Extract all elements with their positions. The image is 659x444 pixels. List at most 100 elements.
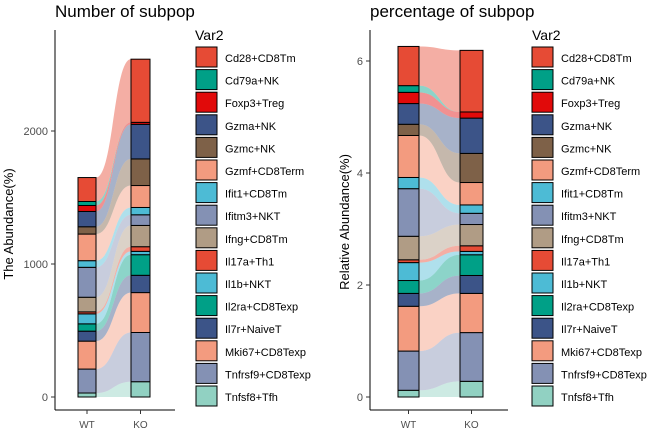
flow-ifit1-cd8tm: [96, 207, 131, 268]
legend-item-foxp3-treg: Foxp3+Treg: [531, 91, 620, 113]
chart-title: percentage of subpop: [370, 2, 534, 21]
y-tick-label: 1000: [24, 259, 48, 271]
legend-item-gzmc-nk: Gzmc+NK: [531, 136, 612, 158]
legend-item-il17a-th1: Il17a+Th1: [195, 249, 274, 271]
legend-item-mki67-cd8texp: Mki67+CD8Texp: [195, 340, 306, 362]
stratum-il17a-th1-ko: [130, 246, 151, 252]
strata: [77, 58, 151, 398]
legend-key-swatch: [195, 204, 218, 226]
legend-item-tnfrsf9-cd8texp: Tnfrsf9+CD8Texp: [531, 362, 647, 384]
flow-ifng-cd8tm: [96, 225, 131, 312]
legend-item-label: Ifitm3+NKT: [561, 211, 617, 223]
legend-item-ifng-cd8tm: Ifng+CD8Tm: [195, 227, 288, 249]
legend-item-label: Foxp3+Treg: [225, 98, 284, 110]
legend-item-il2ra-cd8texp: Il2ra+CD8Texp: [531, 295, 634, 317]
legend-key-swatch: [531, 69, 554, 91]
legend-item-gzma-nk: Gzma+NK: [195, 114, 277, 136]
x-tick-label: WT: [401, 420, 417, 431]
stratum-cd79a-nk-wt: [397, 85, 420, 93]
stratum-tnfrsf9-cd8texp-wt: [77, 368, 97, 394]
legend-key-swatch: [195, 295, 218, 317]
stratum-mki67-cd8texp-wt: [397, 305, 420, 352]
stratum-gzma-nk-wt: [77, 210, 97, 228]
stratum-foxp3-treg-wt: [77, 204, 97, 212]
legend-item-label: Tnfrsf9+CD8Texp: [561, 369, 647, 381]
flow-tnfrsf9-cd8texp: [419, 332, 460, 391]
stratum-tnfrsf9-cd8texp-ko: [130, 331, 151, 383]
flow-il1b-nkt: [419, 251, 460, 281]
stratum-ifit1-cd8tm-ko: [130, 206, 151, 216]
legend-item-il17a-th1: Il17a+Th1: [531, 249, 610, 271]
x-tick-label: KO: [464, 420, 479, 431]
stratum-gzmf-cd8term-wt: [77, 233, 97, 262]
stratum-cd28-cd8tm-ko: [130, 58, 151, 123]
legend-key-swatch: [195, 91, 218, 113]
legend-item-cd28-cd8tm: Cd28+CD8Tm: [531, 46, 632, 68]
y-tick-label: 4: [357, 168, 363, 180]
legend-item-label: Mki67+CD8Texp: [225, 347, 306, 359]
stratum-cd28-cd8tm-wt: [77, 177, 97, 202]
legend-item-cd79a-nk: Cd79a+NK: [195, 69, 280, 91]
flow-il17a-th1: [419, 245, 460, 263]
legend-item-ifng-cd8tm: Ifng+CD8Tm: [531, 227, 624, 249]
legend-item-label: Il7r+NaiveT: [225, 324, 282, 336]
y-tick-label: 2: [357, 280, 363, 292]
stratum-mki67-cd8texp-ko: [130, 292, 151, 333]
legend-item-label: Gzmc+NK: [561, 143, 612, 155]
flow-tnfsf8-tfh: [96, 381, 131, 397]
legend-title: Var2: [532, 27, 561, 43]
legend-item-label: Cd79a+NK: [561, 76, 616, 88]
stratum-mki67-cd8texp-wt: [77, 340, 97, 370]
legend-item-tnfsf8-tfh: Tnfsf8+Tfh: [195, 385, 278, 407]
stratum-ifng-cd8tm-wt: [77, 296, 97, 313]
stratum-tnfsf8-tfh-ko: [459, 380, 484, 398]
stratum-il17a-th1-ko: [459, 245, 484, 252]
legend-key-swatch: [531, 91, 554, 113]
legend-key-swatch: [531, 340, 554, 362]
stratum-tnfrsf9-cd8texp-wt: [397, 350, 420, 391]
legend-item-ifitm3-nkt: Ifitm3+NKT: [195, 204, 281, 226]
legend-key-swatch: [531, 227, 554, 249]
legend-item-ifit1-cd8tm: Ifit1+CD8Tm: [195, 182, 287, 204]
stratum-ifitm3-nkt-ko: [459, 212, 484, 226]
legend-item-il7r-naivet: Il7r+NaiveT: [195, 317, 282, 339]
legend-key-swatch: [531, 385, 554, 407]
legend-title: Var2: [195, 27, 224, 43]
legend-item-label: Il7r+NaiveT: [561, 324, 618, 336]
flow-gzmc-nk: [96, 158, 131, 235]
legend-key-swatch: [195, 114, 218, 136]
stratum-tnfsf8-tfh-ko: [130, 381, 151, 398]
strata: [397, 45, 484, 398]
legend-item-mki67-cd8texp: Mki67+CD8Texp: [531, 340, 642, 362]
flow-il17a-th1: [96, 246, 131, 314]
flow-ifng-cd8tm: [419, 224, 460, 260]
legend-item-label: Tnfsf8+Tfh: [225, 392, 278, 404]
legend-key-swatch: [531, 204, 554, 226]
stratum-tnfrsf9-cd8texp-ko: [459, 332, 484, 382]
legend-item-label: Gzmc+NK: [225, 143, 276, 155]
flow-foxp3-treg: [96, 122, 131, 212]
stratum-ifitm3-nkt-ko: [130, 214, 151, 226]
legend-item-gzma-nk: Gzma+NK: [531, 114, 613, 136]
legend-key-swatch: [531, 362, 554, 384]
flow-gzmf-cd8term: [96, 185, 131, 261]
stratum-il2ra-cd8texp-ko: [459, 254, 484, 276]
legend-item-ifit1-cd8tm: Ifit1+CD8Tm: [531, 182, 623, 204]
flow-cd28-cd8tm: [96, 59, 131, 202]
flow-il1b-nkt: [96, 251, 131, 324]
stratum-gzmf-cd8term-ko: [130, 185, 151, 208]
stratum-il1b-nkt-wt: [397, 262, 420, 282]
stratum-gzmc-nk-wt: [397, 123, 420, 136]
stratum-il7r-naivet-ko: [459, 274, 484, 294]
stratum-gzmc-nk-ko: [459, 152, 484, 184]
legend-item-label: Ifitm3+NKT: [225, 211, 281, 223]
stratum-il1b-nkt-wt: [77, 313, 97, 325]
flow-tnfsf8-tfh: [419, 381, 460, 397]
stratum-il7r-naivet-ko: [130, 274, 151, 294]
legend-item-label: Il2ra+CD8Texp: [225, 302, 298, 314]
stratum-il1b-nkt-ko: [459, 250, 484, 256]
stratum-ifitm3-nkt-wt: [77, 266, 97, 298]
legend-item-label: Il2ra+CD8Texp: [561, 302, 634, 314]
legend-key-swatch: [195, 249, 218, 271]
